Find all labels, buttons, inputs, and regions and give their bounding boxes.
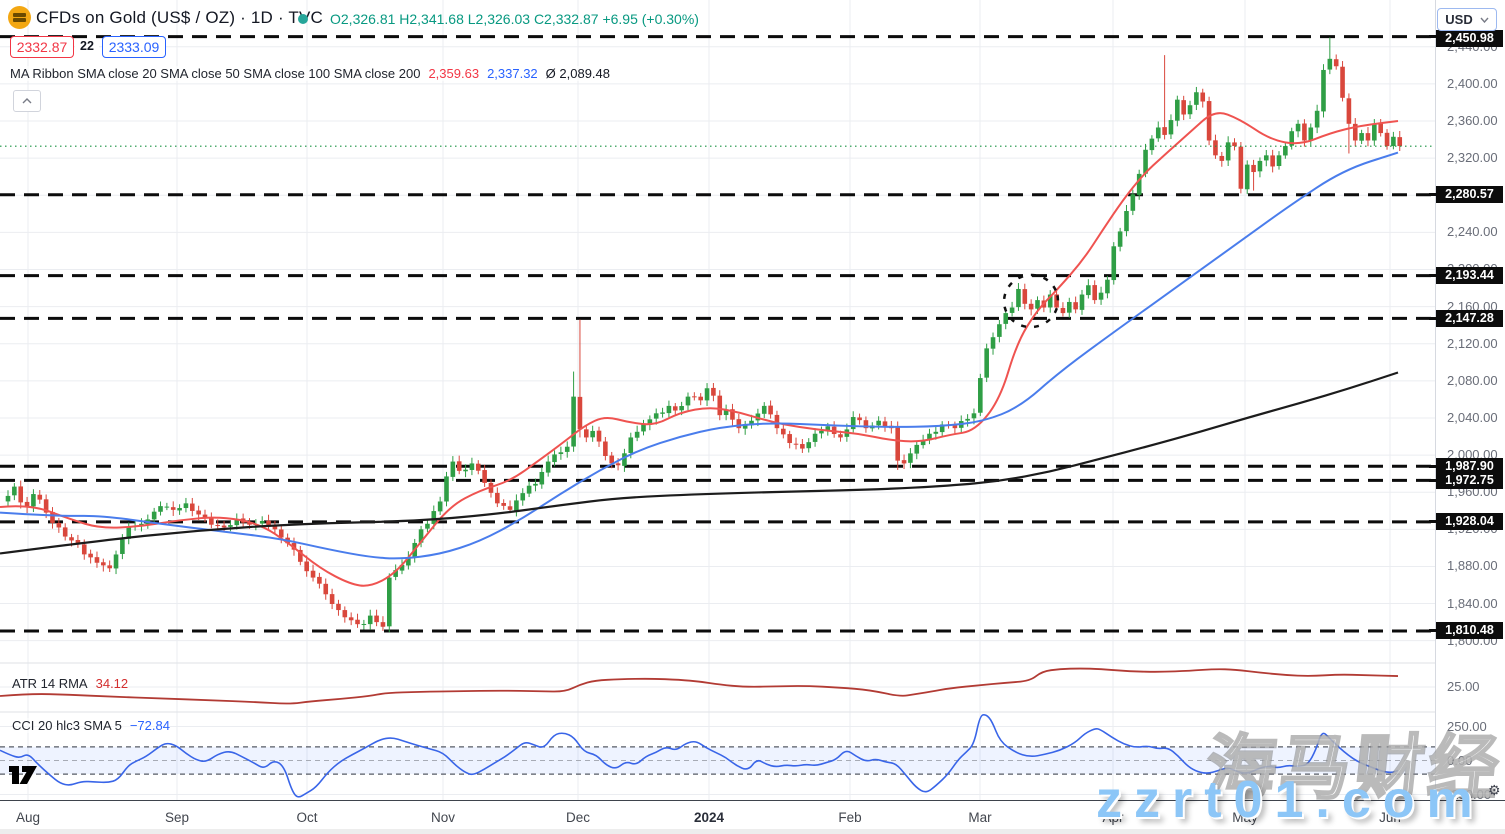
month-label: Feb	[838, 810, 862, 825]
support-resistance-lines	[0, 35, 1435, 633]
spread-value: 22	[75, 39, 99, 53]
ma-ribbon-lines	[0, 112, 1399, 587]
level-tick	[1429, 629, 1436, 633]
price-axis[interactable]	[1435, 0, 1505, 834]
price-tick-label: 1,880.00	[1447, 558, 1498, 574]
level-tick	[1429, 520, 1436, 524]
ellipse-annotation	[1002, 273, 1060, 329]
price-tick-label: 2,160.00	[1447, 298, 1498, 314]
currency-selector[interactable]: USD	[1437, 8, 1497, 31]
sma20-value: 2,359.63	[428, 66, 480, 81]
tradingview-logo-icon	[9, 766, 37, 784]
level-tick	[1429, 274, 1436, 278]
price-tick-label: 2,360.00	[1447, 113, 1498, 128]
month-label: Sep	[164, 810, 190, 825]
cci-band	[0, 746, 1435, 775]
collapse-legend-button[interactable]	[13, 90, 41, 112]
price-level-label: 2,280.57	[1436, 186, 1503, 204]
price-tick-label: 2,120.00	[1447, 335, 1498, 351]
month-label: Dec	[565, 810, 591, 825]
month-label: Nov	[430, 810, 456, 825]
level-tick	[1429, 316, 1436, 320]
chevron-down-icon	[1480, 17, 1489, 23]
sma50-value: 2,337.32	[487, 66, 538, 81]
price-level-label: 1,928.04	[1436, 513, 1503, 531]
indicator-lines	[0, 667, 1399, 798]
time-axis[interactable]	[0, 800, 1505, 834]
symbol-title[interactable]: CFDs on Gold (US$ / OZ) · 1D · TVC	[36, 8, 324, 27]
ohlc-values: O2,326.81 H2,341.68 L2,326.03 C2,332.87 …	[330, 11, 699, 27]
ma-average-value: Ø 2,089.48	[545, 66, 610, 81]
price-tick-label: 2,040.00	[1447, 409, 1498, 425]
chevron-up-icon	[22, 98, 32, 104]
price-tick-label: 2,320.00	[1447, 150, 1498, 166]
buy-button[interactable]: 2333.09	[102, 36, 166, 58]
ma-ribbon-label: MA Ribbon SMA close 20 SMA close 50 SMA …	[10, 66, 421, 81]
price-level-label: 1,810.48	[1436, 622, 1503, 640]
sell-button[interactable]: 2332.87	[10, 36, 74, 58]
tradingview-logo[interactable]	[8, 759, 38, 791]
cci-tick-label: 250.00	[1447, 718, 1487, 734]
price-level-label: 1,972.75	[1436, 471, 1503, 489]
month-label: Oct	[296, 810, 318, 825]
month-label: Apr	[1102, 810, 1124, 825]
cci-legend: CCI 20 hlc3 SMA 5 −72.84	[12, 718, 170, 733]
ma-ribbon-legend: MA Ribbon SMA close 20 SMA close 50 SMA …	[10, 66, 610, 81]
level-tick	[1429, 193, 1436, 197]
price-tick-label: 1,840.00	[1447, 595, 1498, 611]
bottom-strip	[0, 829, 1505, 834]
candles-series	[5, 37, 1403, 633]
currency-label: USD	[1445, 12, 1473, 27]
pane-dividers	[0, 662, 1435, 713]
price-level-label: 2,450.98	[1436, 30, 1503, 47]
level-tick	[1429, 35, 1436, 39]
month-label: Mar	[968, 810, 992, 825]
cci-label: CCI 20 hlc3 SMA 5	[12, 718, 122, 733]
cci-value: −72.84	[129, 718, 170, 733]
price-tick-label: 2,080.00	[1447, 372, 1498, 388]
atr-label: ATR 14 RMA	[12, 676, 88, 691]
price-level-label: 2,147.28	[1436, 309, 1503, 327]
atr-value: 34.12	[95, 676, 129, 691]
atr-tick-label: 25.00	[1447, 679, 1480, 694]
month-label: 2024	[693, 810, 725, 825]
month-label: Aug	[15, 810, 41, 825]
level-tick	[1429, 478, 1436, 482]
level-tick	[1429, 464, 1436, 468]
month-label: May	[1232, 810, 1258, 825]
symbol-logo-icon	[8, 6, 31, 29]
price-level-label: 2,193.44	[1436, 267, 1503, 285]
cci-tick-label: 0.00	[1447, 752, 1473, 768]
gear-icon[interactable]: ⚙	[1488, 782, 1501, 798]
price-tick-label: 2,240.00	[1447, 224, 1498, 240]
price-tick-label: 2,400.00	[1447, 75, 1498, 91]
atr-legend: ATR 14 RMA 34.12	[12, 676, 129, 691]
price-level-label: 1,987.90	[1436, 457, 1503, 475]
cci-tick-label: -250.00	[1447, 786, 1492, 802]
market-status-icon	[298, 14, 308, 24]
month-label: Jun	[1379, 810, 1401, 825]
gridlines	[0, 0, 1435, 800]
